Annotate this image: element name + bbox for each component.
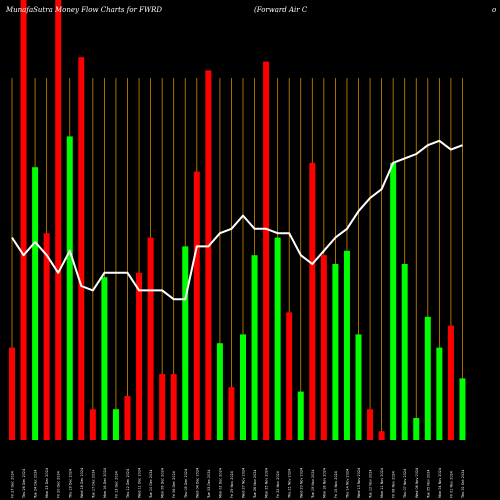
bar-12 [136,272,143,440]
bar-1 [9,347,15,440]
x-tick-label: Wed 06 Nov 2024 [415,468,419,498]
bar-18 [205,70,212,441]
bar-34 [390,162,397,441]
bar-40 [459,378,466,440]
x-tick-label: Fri 22 Nov 2024 [276,471,280,498]
bar-16 [182,246,189,440]
bar-5 [55,0,62,440]
x-tick-label: Wed 04 Dec 2024 [195,468,199,498]
chart-title: MunafaSutra Money Flow Charts for FWRD [5,6,162,14]
bar-26 [297,391,304,440]
x-tick-label: Thu 14 Nov 2024 [345,469,349,499]
x-tick-label: Mon 18 Nov 2024 [322,468,326,498]
x-tick-label: Tue 24 Dec 2024 [34,469,38,499]
x-tick-label: Tue 10 Dec 2024 [149,469,153,499]
bar-20 [228,387,235,440]
x-tick-label: Mon 09 Dec 2024 [161,468,165,498]
x-tick-label: Tue 17 Dec 2024 [91,469,95,499]
bar-22 [251,255,258,440]
x-tick-label: Wed 18 Dec 2024 [80,468,84,498]
x-tick-label: Thu 12 Dec 2024 [126,469,130,499]
bar-36 [413,418,420,440]
bar-8 [89,409,96,440]
bar-2 [20,0,27,440]
x-tick-label: Mon 02 Dec 2024 [218,468,222,498]
bar-28 [320,255,327,440]
bar-27 [309,162,316,441]
x-tick-label: Mon 04 Nov 2024 [438,468,442,498]
bar-6 [66,136,73,440]
x-tick-label: Fri 15 Nov 2024 [334,471,338,498]
x-tick-label: Mon 16 Dec 2024 [103,468,107,498]
bar-32 [367,409,374,440]
x-tick-label: Wed 13 Nov 2024 [357,468,361,498]
x-tick-label: Mon 11 Nov 2024 [380,468,384,498]
bar-3 [32,167,39,440]
bar-4 [43,233,50,440]
x-tick-label: Fri 01 Nov 2024 [449,471,453,498]
money-flow-line [11,139,463,301]
x-tick-label: Fri 13 Dec 2024 [114,471,118,498]
bar-14 [159,374,166,440]
x-tick-label: Wed 27 Nov 2024 [242,468,246,498]
chart-subtitle: (Forward Air C [254,6,308,14]
bar-37 [424,316,431,440]
chart-subtitle-suffix: o [492,6,496,14]
x-tick-label: Tue 05 Nov 2024 [426,469,430,499]
bar-15 [170,374,177,440]
x-tick-label: Thu 07 Nov 2024 [403,469,407,499]
bar-21 [240,334,246,440]
x-tick-label: Fri 08 Nov 2024 [392,471,396,498]
x-tick-label: Fri 20 Dec 2024 [57,471,61,498]
x-tick-label: Thu 19 Dec 2024 [68,469,72,499]
x-tick-label: Tue 19 Nov 2024 [311,469,315,499]
x-tick-label: Fri 29 Nov 2024 [230,471,234,498]
x-tick-label: Thu 26 Dec 2024 [22,469,26,499]
x-tick-label: Fri 06 Dec 2024 [172,471,176,498]
x-tick-label: Wed 20 Nov 2024 [299,468,303,498]
bar-13 [147,237,154,440]
bar-11 [124,396,131,440]
x-tick-label: Mon 23 Dec 2024 [45,468,49,498]
bar-39 [447,325,454,440]
x-tick-label: Tue 26 Nov 2024 [253,469,257,499]
x-axis-labels: Fri 27 Dec 2024 Thu 26 Dec 2024 Tue 24 Dec… [11,468,465,499]
bar-33 [378,431,385,440]
bar-29 [332,264,339,440]
bar-31 [355,334,362,440]
bar-25 [286,312,293,440]
x-tick-label: Thu 21 Nov 2024 [288,469,292,499]
bar-23 [263,61,270,440]
bar-19 [216,343,223,440]
money-flow-line-layer [11,139,463,301]
x-tick-label: Fri 27 Dec 2024 [11,471,15,498]
bar-38 [436,347,443,440]
bar-35 [401,264,408,440]
bar-24 [274,237,281,440]
bar-9 [101,277,108,440]
x-tick-label: Thu 31 Oct 2024 [461,470,465,499]
x-tick-label: Tue 12 Nov 2024 [369,469,373,499]
bar-10 [112,409,119,440]
x-tick-label: Thu 05 Dec 2024 [184,469,188,499]
x-tick-label: Tue 03 Dec 2024 [207,469,211,499]
bar-7 [78,57,85,440]
x-tick-label: Wed 11 Dec 2024 [138,468,142,498]
bar-30 [343,250,350,440]
x-tick-label: Mon 25 Nov 2024 [265,468,269,498]
bars [9,0,466,441]
bar-17 [193,171,200,440]
